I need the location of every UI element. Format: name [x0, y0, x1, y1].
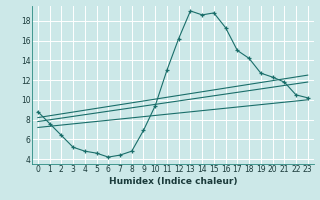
- X-axis label: Humidex (Indice chaleur): Humidex (Indice chaleur): [108, 177, 237, 186]
